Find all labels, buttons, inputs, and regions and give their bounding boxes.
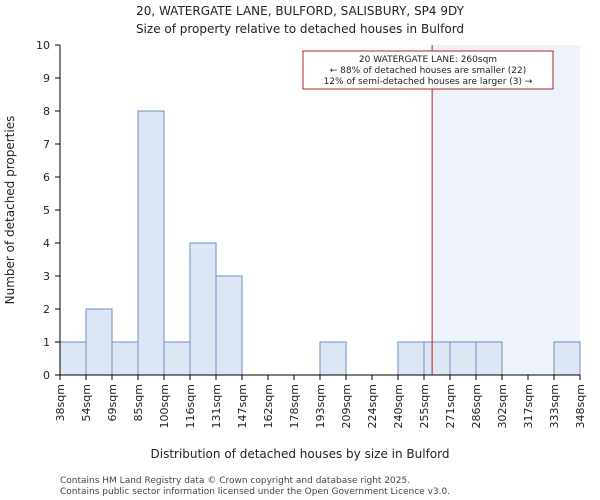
- bar: [111, 341, 139, 376]
- x-tick-label: 224sqm: [366, 384, 379, 428]
- x-tick-label: 162sqm: [262, 384, 275, 428]
- annotation-box: [302, 50, 554, 90]
- x-tick-label: 286sqm: [470, 384, 483, 428]
- x-tick-label: 100sqm: [158, 384, 171, 428]
- y-tick-label: 8: [43, 105, 50, 118]
- y-tick-label: 6: [43, 171, 50, 184]
- x-tick-label: 333sqm: [548, 384, 561, 428]
- annotation-text: ← 88% of detached houses are smaller (22…: [330, 66, 527, 76]
- bar: [189, 242, 217, 376]
- footer-line-2: Contains public sector information licen…: [60, 487, 450, 497]
- bar: [215, 275, 243, 376]
- annotation-text: 12% of semi-detached houses are larger (…: [324, 77, 533, 87]
- y-tick-label: 4: [43, 237, 50, 250]
- x-axis-label: Distribution of detached houses by size …: [151, 447, 450, 461]
- chart-subtitle: Size of property relative to detached ho…: [136, 22, 464, 36]
- y-tick-label: 3: [43, 270, 50, 283]
- x-tick-label: 209sqm: [340, 384, 353, 428]
- bar: [553, 341, 581, 376]
- x-tick-label: 348sqm: [574, 384, 587, 428]
- x-tick-label: 255sqm: [418, 384, 431, 428]
- x-tick-label: 178sqm: [288, 384, 301, 428]
- y-tick-label: 9: [43, 72, 50, 85]
- bar: [59, 341, 87, 376]
- bar: [397, 341, 425, 376]
- x-tick-label: 147sqm: [236, 384, 249, 428]
- x-tick-label: 38sqm: [54, 384, 67, 421]
- x-tick-label: 240sqm: [392, 384, 405, 428]
- y-tick-label: 0: [43, 369, 50, 382]
- x-tick-label: 193sqm: [314, 384, 327, 428]
- bar: [475, 341, 503, 376]
- x-tick-label: 131sqm: [210, 384, 223, 428]
- bar: [423, 341, 451, 376]
- highlight-region: [432, 45, 580, 375]
- chart-title: 20, WATERGATE LANE, BULFORD, SALISBURY, …: [136, 4, 465, 18]
- y-tick-label: 7: [43, 138, 50, 151]
- x-tick-label: 116sqm: [184, 384, 197, 428]
- x-tick-label: 317sqm: [522, 384, 535, 428]
- x-tick-label: 85sqm: [132, 384, 145, 421]
- bar: [449, 341, 477, 376]
- bar: [85, 308, 113, 376]
- annotation-text: 20 WATERGATE LANE: 260sqm: [359, 55, 497, 65]
- y-tick-label: 2: [43, 303, 50, 316]
- x-tick-label: 271sqm: [444, 384, 457, 428]
- x-tick-label: 54sqm: [80, 384, 93, 421]
- y-axis-label: Number of detached properties: [3, 116, 17, 305]
- bar: [163, 341, 191, 376]
- y-tick-label: 1: [43, 336, 50, 349]
- y-tick-label: 10: [36, 39, 50, 52]
- bar: [319, 341, 347, 376]
- y-tick-label: 5: [43, 204, 50, 217]
- x-tick-label: 69sqm: [106, 384, 119, 421]
- x-tick-label: 302sqm: [496, 384, 509, 428]
- footer-line-1: Contains HM Land Registry data © Crown c…: [60, 476, 410, 486]
- bar: [137, 110, 165, 376]
